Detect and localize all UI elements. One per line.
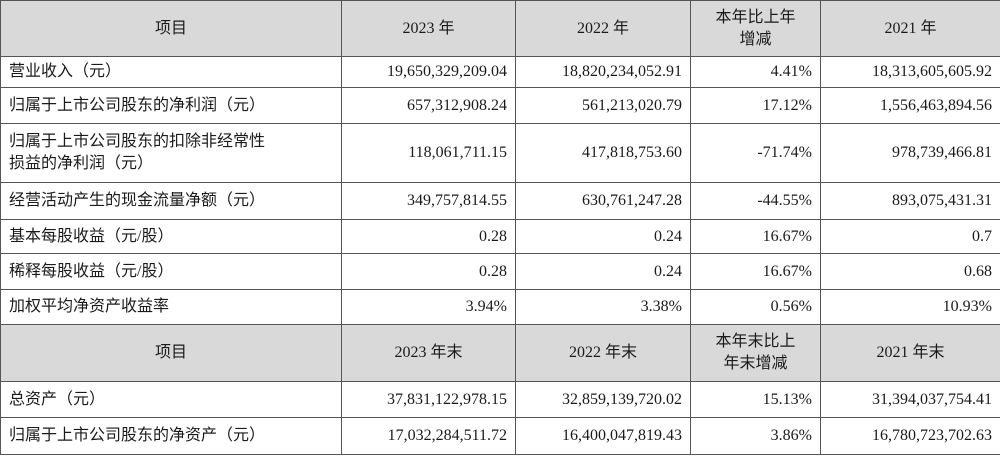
row-label: 加权平均净资产收益率 xyxy=(0,289,342,325)
value-cell: 3.86% xyxy=(690,417,821,455)
header-cell: 2023 年 xyxy=(341,0,516,57)
value-cell: 3.94% xyxy=(341,289,516,325)
value-cell: 16,780,723,702.63 xyxy=(820,417,1000,455)
header-cell: 2022 年 xyxy=(515,0,691,57)
header-row: 项目 2023 年末 2022 年末 本年末比上 年末增减 2021 年末 xyxy=(0,324,1000,382)
value-cell: 4.41% xyxy=(690,56,821,88)
cell-line: 增减 xyxy=(739,30,772,48)
value-cell: 17,032,284,511.72 xyxy=(341,417,516,455)
cell-line: 本年末比上 xyxy=(715,333,796,350)
header-cell: 2021 年末 xyxy=(820,324,1000,382)
value-cell: 17.12% xyxy=(690,87,821,124)
value-cell: 0.24 xyxy=(515,219,691,254)
value-cell: 657,312,908.24 xyxy=(341,87,516,124)
header-cell: 本年比上年 增减 xyxy=(690,0,821,57)
value-cell: 18,820,234,052.91 xyxy=(515,56,691,88)
header-cell: 2022 年末 xyxy=(515,324,691,382)
value-cell: 18,313,605,605.92 xyxy=(820,56,1000,88)
header-row: 项目 2023 年 2022 年本年比上年 增减 2021 年 xyxy=(0,0,1000,57)
cell-line: 本年比上年 xyxy=(715,8,796,26)
data-row: 总资产（元） 37,831,122,978.15 32,859,139,720.02… xyxy=(0,381,1000,418)
value-cell: 349,757,814.55 xyxy=(341,182,516,220)
row-label: 归属于上市公司股东的净资产（元） xyxy=(0,417,342,455)
value-cell: 0.24 xyxy=(515,253,691,290)
data-row: 归属于上市公司股东的净利润（元） 657,312,908.24 561,213,02… xyxy=(0,87,1000,124)
header-cell: 2021 年 xyxy=(820,0,1000,57)
data-row: 稀释每股收益（元/股） 0.28 0.24 16.67% 0.68 xyxy=(0,253,1000,290)
cell-line: 归属于上市公司股东的扣除非经常性 xyxy=(9,133,266,150)
value-cell: 978,739,466.81 xyxy=(820,123,1000,183)
value-cell: 0.7 xyxy=(820,219,1000,254)
value-cell: 10.93% xyxy=(820,289,1000,325)
row-label: 总资产（元） xyxy=(0,381,342,418)
data-row: 基本每股收益（元/股） 0.28 0.24 16.67% 0.7 xyxy=(0,219,1000,254)
value-cell: 893,075,431.31 xyxy=(820,182,1000,220)
value-cell: 3.38% xyxy=(515,289,691,325)
value-cell: 0.56% xyxy=(690,289,821,325)
value-cell: 16,400,047,819.43 xyxy=(515,417,691,455)
value-cell: 16.67% xyxy=(690,253,821,290)
value-cell: 118,061,711.15 xyxy=(341,123,516,183)
data-row: 归属于上市公司股东的净资产（元） 17,032,284,511.72 16,400,… xyxy=(0,417,1000,455)
row-label: 归属于上市公司股东的扣除非经常性 损益的净利润（元） xyxy=(0,123,342,183)
header-cell: 本年末比上 年末增减 xyxy=(690,324,821,382)
value-cell: 1,556,463,894.56 xyxy=(820,87,1000,124)
data-row: 加权平均净资产收益率 3.94% 3.38% 0.56% 10.93% xyxy=(0,289,1000,325)
value-cell: 0.68 xyxy=(820,253,1000,290)
data-row: 归属于上市公司股东的扣除非经常性 损益的净利润（元） 118,061,711.15 4… xyxy=(0,123,1000,183)
value-cell: 19,650,329,209.04 xyxy=(341,56,516,88)
value-cell: 16.67% xyxy=(690,219,821,254)
value-cell: 32,859,139,720.02 xyxy=(515,381,691,418)
value-cell: -71.74% xyxy=(690,123,821,183)
value-cell: 15.13% xyxy=(690,381,821,418)
row-label: 经营活动产生的现金流量净额（元） xyxy=(0,182,342,220)
value-cell: 630,761,247.28 xyxy=(515,182,691,220)
value-cell: 561,213,020.79 xyxy=(515,87,691,124)
value-cell: 31,394,037,754.41 xyxy=(820,381,1000,418)
value-cell: 0.28 xyxy=(341,219,516,254)
header-cell: 项目 xyxy=(0,0,342,57)
value-cell: 37,831,122,978.15 xyxy=(341,381,516,418)
value-cell: 417,818,753.60 xyxy=(515,123,691,183)
cell-line: 损益的净利润（元） xyxy=(9,155,154,172)
header-cell: 2023 年末 xyxy=(341,324,516,382)
value-cell: -44.55% xyxy=(690,182,821,220)
value-cell: 0.28 xyxy=(341,253,516,290)
row-label: 稀释每股收益（元/股） xyxy=(0,253,342,290)
header-cell: 项目 xyxy=(0,324,342,382)
data-row: 营业收入（元） 19,650,329,209.04 18,820,234,052.9… xyxy=(0,56,1000,88)
row-label: 基本每股收益（元/股） xyxy=(0,219,342,254)
data-row: 经营活动产生的现金流量净额（元） 349,757,814.55 630,761,24… xyxy=(0,182,1000,220)
row-label: 营业收入（元） xyxy=(0,56,342,88)
row-label: 归属于上市公司股东的净利润（元） xyxy=(0,87,342,124)
cell-line: 年末增减 xyxy=(723,355,788,372)
